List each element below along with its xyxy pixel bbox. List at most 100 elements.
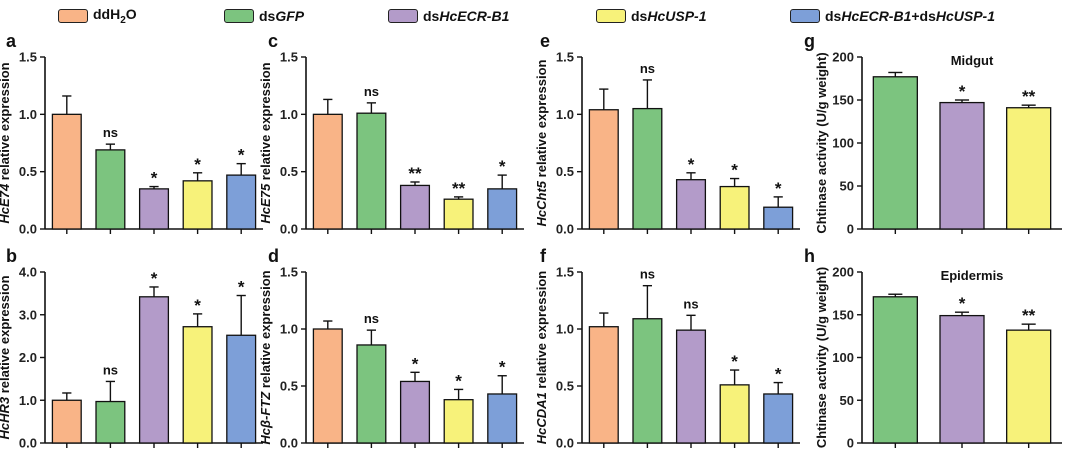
y-axis-label-part: HcCht5 xyxy=(534,180,549,226)
bar-ddH2O xyxy=(588,109,619,230)
significance-label: * xyxy=(959,294,966,313)
significance-label: ** xyxy=(1022,306,1036,325)
bar-dsHcECR-B1 xyxy=(399,184,431,230)
bar-dsHcECR-B1 xyxy=(939,101,985,230)
y-tick-label: 150 xyxy=(832,307,854,322)
y-tick-label: 1.0 xyxy=(556,107,574,122)
y-tick-label: 200 xyxy=(832,265,854,280)
y-tick-label: 1.5 xyxy=(19,50,37,65)
y-tick-label: 0.0 xyxy=(280,222,298,237)
bar-dsGFP xyxy=(95,400,126,444)
significance-label: * xyxy=(775,179,782,198)
bar-ddH2O xyxy=(51,113,82,230)
y-axis-label: Chtinase activity (U/g weight) xyxy=(814,267,829,448)
bar-dsHcUSP-1 xyxy=(443,198,474,230)
panel-letter-f: f xyxy=(540,246,547,266)
panel-e: e 0.0 0.5 1.0 1.5 HcCht5 relative expression n… xyxy=(534,31,800,237)
significance-label: * xyxy=(775,365,782,384)
y-tick-label: 1.0 xyxy=(19,393,37,408)
y-tick-label: 1.5 xyxy=(556,265,574,280)
significance-label: * xyxy=(412,354,419,373)
significance-label: * xyxy=(238,278,245,297)
legend-label-combined: dsHcECR-B1+dsHcUSP-1 xyxy=(825,8,996,24)
y-tick-label: 2.0 xyxy=(19,350,37,365)
significance-label: * xyxy=(731,352,738,371)
significance-label: * xyxy=(731,161,738,180)
y-tick-label: 1.0 xyxy=(556,322,574,337)
significance-label: * xyxy=(455,371,462,390)
significance-label: * xyxy=(959,82,966,101)
y-tick-label: 4.0 xyxy=(19,265,37,280)
bar-dsGFP xyxy=(95,149,126,230)
bar-dsHcUSP-1 xyxy=(719,185,750,230)
y-tick-label: 200 xyxy=(832,50,854,65)
significance-label: ns xyxy=(364,84,379,99)
y-axis-label-part: HcE75 xyxy=(258,183,273,224)
bar-dsHcECR-B1 xyxy=(138,188,170,230)
significance-label: * xyxy=(151,169,158,188)
panel-f: f 0.0 0.5 1.0 1.5 HcCDA1 relative expression n… xyxy=(534,246,800,451)
bar-ddH2O xyxy=(312,328,343,444)
y-tick-label: 0.0 xyxy=(19,436,37,451)
legend-swatch-dsgfp xyxy=(224,9,254,23)
bar-dsHcECR-B1 xyxy=(675,179,707,230)
y-tick-label: 0.0 xyxy=(280,436,298,451)
legend-swatch-dshcusp-1 xyxy=(596,9,626,23)
legend-label-dsgfp: dsGFP xyxy=(259,8,305,24)
legend-swatch-ddh2o xyxy=(58,9,88,23)
y-axis-label-part: relative expression xyxy=(534,59,549,180)
bar-dsGFP xyxy=(632,318,663,444)
panel-letter-e: e xyxy=(540,31,550,51)
panel-a: a 0.0 0.5 1.0 1.5 HcE74 relative expression ns… xyxy=(0,31,263,237)
bar-dsGFP xyxy=(356,112,387,230)
significance-label: ** xyxy=(1022,87,1036,106)
y-tick-label: 3.0 xyxy=(19,307,37,322)
bar-dsHcECR-B1 xyxy=(138,296,170,444)
significance-label: * xyxy=(194,155,201,174)
significance-label: ns xyxy=(103,362,118,377)
panel-letter-h: h xyxy=(804,246,815,266)
bar-ddH2O xyxy=(51,399,82,444)
y-axis-label: HcHR3 relative expression xyxy=(0,275,12,439)
bar-dsGFP xyxy=(872,296,918,444)
y-axis-label-part: Hcβ-FTZ xyxy=(258,391,273,445)
bar-ddH2O xyxy=(588,326,619,444)
bar-dsHcECR-B1 xyxy=(399,380,431,444)
legend-item-ddh2o: ddH2O xyxy=(58,5,137,27)
y-tick-label: 0.5 xyxy=(556,164,574,179)
significance-label: ns xyxy=(640,61,655,76)
significance-label: ns xyxy=(683,296,698,311)
y-tick-label: 0.5 xyxy=(19,164,37,179)
y-tick-label: 50 xyxy=(840,179,854,194)
bar-dsHcECR-B1 xyxy=(939,314,985,444)
significance-label: * xyxy=(688,155,695,174)
y-axis-label-part: relative expression xyxy=(258,270,273,391)
panel-c: c 0.0 0.5 1.0 1.5 HcE75 relative expression ns… xyxy=(258,31,524,237)
y-tick-label: 0 xyxy=(847,222,854,237)
significance-label: * xyxy=(499,157,506,176)
panel-letter-d: d xyxy=(268,246,279,266)
legend-swatch-dshcecr-b1 xyxy=(388,9,418,23)
y-tick-label: 0 xyxy=(847,436,854,451)
bar-dsHcUSP-1 xyxy=(182,180,213,230)
panel-letter-b: b xyxy=(6,246,17,266)
y-tick-label: 0.0 xyxy=(556,222,574,237)
bar-dsHcUSP-1 xyxy=(719,384,750,444)
significance-label: ns xyxy=(364,311,379,326)
significance-label: * xyxy=(151,269,158,288)
panel-letter-a: a xyxy=(6,31,17,51)
significance-label: ns xyxy=(103,125,118,140)
significance-label: * xyxy=(499,358,506,377)
y-axis-label-part: relative expression xyxy=(0,275,12,396)
y-tick-label: 0.5 xyxy=(280,379,298,394)
significance-label: ** xyxy=(408,164,422,183)
y-tick-label: 0.0 xyxy=(19,222,37,237)
bar-dsHcECR-B1+dsHcUSP-1 xyxy=(487,393,518,444)
y-axis-label-part: HcHR3 xyxy=(0,396,12,439)
bar-dsHcECR-B1+dsHcUSP-1 xyxy=(763,206,794,230)
y-axis-label: Hcβ-FTZ relative expression xyxy=(258,270,273,444)
legend-item-dsgfp: dsGFP xyxy=(224,5,304,27)
